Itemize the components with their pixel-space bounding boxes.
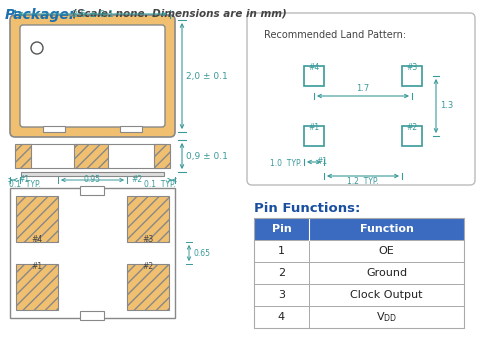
Bar [127, 264, 169, 310]
Text: #2: #2 [407, 123, 418, 132]
Bar [254, 284, 464, 306]
Bar [43, 126, 65, 132]
Text: 2.5 ± 0.1: 2.5 ± 0.1 [72, 10, 113, 19]
Bar [254, 306, 464, 328]
Text: Ground: Ground [366, 268, 407, 278]
Text: 1.7: 1.7 [356, 84, 370, 93]
FancyBboxPatch shape [247, 13, 475, 185]
Bar [80, 311, 104, 320]
Bar [154, 144, 170, 168]
Bar [16, 264, 58, 310]
Text: #2: #2 [131, 175, 142, 184]
Bar [254, 240, 464, 262]
Bar [254, 218, 464, 328]
Text: Clock Output: Clock Output [350, 290, 423, 300]
Text: 0,9 ± 0.1: 0,9 ± 0.1 [186, 152, 228, 161]
Bar [304, 126, 324, 146]
Text: 1.0  TYP.: 1.0 TYP. [270, 158, 302, 168]
Bar [74, 144, 108, 168]
Text: 1: 1 [278, 246, 285, 256]
Text: (Scale: none. Dimensions are in mm): (Scale: none. Dimensions are in mm) [72, 8, 287, 18]
Text: 0.95: 0.95 [84, 175, 101, 184]
Text: 2,0 ± 0.1: 2,0 ± 0.1 [186, 72, 228, 80]
Bar [21, 172, 164, 176]
Circle shape [31, 42, 43, 54]
Bar [80, 186, 104, 195]
Text: 0.1  TYP.: 0.1 TYP. [9, 180, 41, 189]
Text: 1.3: 1.3 [440, 101, 453, 110]
Bar [304, 66, 324, 86]
Bar [254, 262, 464, 284]
Text: #4: #4 [308, 63, 320, 72]
Text: 1.2  TYP.: 1.2 TYP. [347, 177, 379, 186]
Text: 4: 4 [278, 312, 285, 322]
Bar [254, 218, 464, 240]
Bar [15, 144, 31, 168]
Bar [120, 126, 142, 132]
Bar [10, 188, 175, 318]
Text: Function: Function [360, 224, 413, 234]
Bar [127, 196, 169, 242]
Text: OE: OE [379, 246, 395, 256]
Text: 0.65: 0.65 [193, 248, 210, 257]
Text: #1: #1 [31, 262, 43, 271]
Text: #1: #1 [18, 175, 29, 184]
Bar [21, 144, 164, 168]
Text: 0.1  TYP.: 0.1 TYP. [144, 180, 176, 189]
Text: #1: #1 [309, 123, 320, 132]
Text: #3: #3 [407, 63, 418, 72]
FancyBboxPatch shape [20, 25, 165, 127]
Bar [402, 66, 422, 86]
Bar [402, 126, 422, 146]
Text: Pin Functions:: Pin Functions: [254, 202, 360, 215]
Text: Pin: Pin [272, 224, 291, 234]
Text: Recommended Land Pattern:: Recommended Land Pattern: [264, 30, 406, 40]
Text: V$_{\rm DD}$: V$_{\rm DD}$ [376, 310, 397, 324]
Text: #1: #1 [316, 157, 327, 166]
Bar [16, 196, 58, 242]
Text: 3: 3 [278, 290, 285, 300]
Text: 2: 2 [278, 268, 285, 278]
Text: #4: #4 [31, 235, 43, 244]
Text: #2: #2 [143, 262, 154, 271]
Text: Package:: Package: [5, 8, 75, 22]
Text: #3: #3 [143, 235, 154, 244]
FancyBboxPatch shape [10, 15, 175, 137]
